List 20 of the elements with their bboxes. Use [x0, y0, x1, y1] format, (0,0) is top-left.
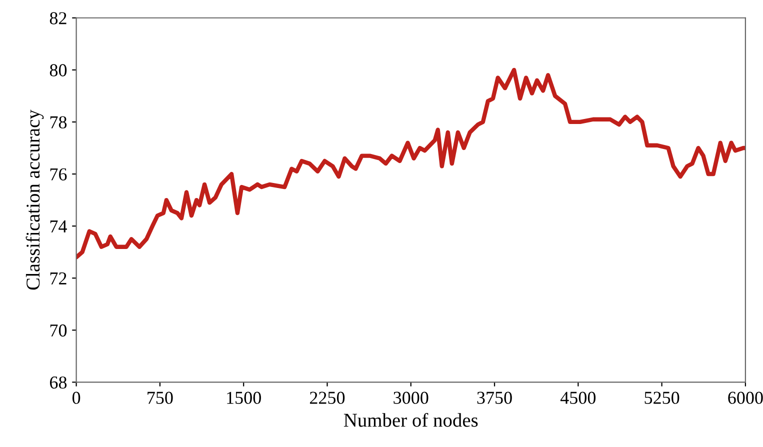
line-series [76, 68, 746, 260]
y-tick-label: 82 [50, 12, 66, 24]
x-tick-label: 0 [72, 392, 80, 404]
x-tick-label: 2250 [310, 392, 345, 404]
y-axis-title: Classification accuracy [26, 110, 44, 290]
y-tick-label: 68 [50, 376, 67, 389]
x-tick-label: 4500 [560, 392, 596, 404]
x-axis-title: Number of nodes [344, 412, 478, 427]
x-tick-label: 1500 [227, 392, 261, 404]
x-tick-label: 750 [148, 392, 173, 404]
y-tick-label: 76 [50, 168, 67, 180]
x-tick-label: 6000 [728, 392, 763, 404]
y-tick-label: 72 [50, 272, 66, 284]
x-tick-label: 3750 [477, 392, 512, 404]
x-tick-label: 3000 [394, 392, 428, 404]
y-tick-label: 78 [50, 116, 67, 128]
y-tick-label: 74 [50, 220, 67, 232]
y-tick-label: 80 [50, 64, 67, 76]
x-tick-label: 5250 [644, 392, 680, 404]
y-tick-label: 70 [50, 324, 67, 337]
